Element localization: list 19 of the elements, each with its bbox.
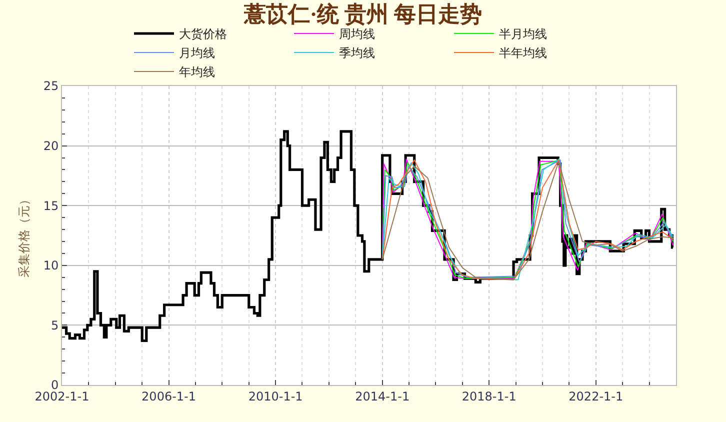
legend-label: 周均线 — [339, 27, 375, 42]
y-axis-title: 采集价格（元） — [17, 194, 31, 278]
legend-label: 半年均线 — [499, 46, 547, 60]
y-tick-label: 15 — [43, 198, 59, 213]
legend-label: 年均线 — [179, 65, 215, 80]
legend-label: 半月均线 — [499, 27, 547, 42]
x-tick-label: 2018-1-1 — [462, 389, 516, 404]
x-tick-label: 2014-1-1 — [355, 389, 410, 404]
chart-title: 薏苡仁·统 贵州 每日走势 — [242, 2, 482, 27]
legend-label: 季均线 — [339, 46, 375, 60]
x-tick-label: 2022-1-1 — [568, 389, 624, 404]
x-tick-label: 2006-1-1 — [142, 389, 196, 404]
legend-label: 月均线 — [179, 46, 215, 60]
legend-label: 大货价格 — [179, 27, 227, 42]
y-tick-label: 20 — [43, 139, 59, 153]
y-tick-label: 25 — [43, 79, 59, 94]
y-tick-label: 5 — [50, 318, 59, 332]
x-tick-label: 2010-1-1 — [248, 389, 303, 404]
y-tick-label: 10 — [43, 258, 59, 273]
